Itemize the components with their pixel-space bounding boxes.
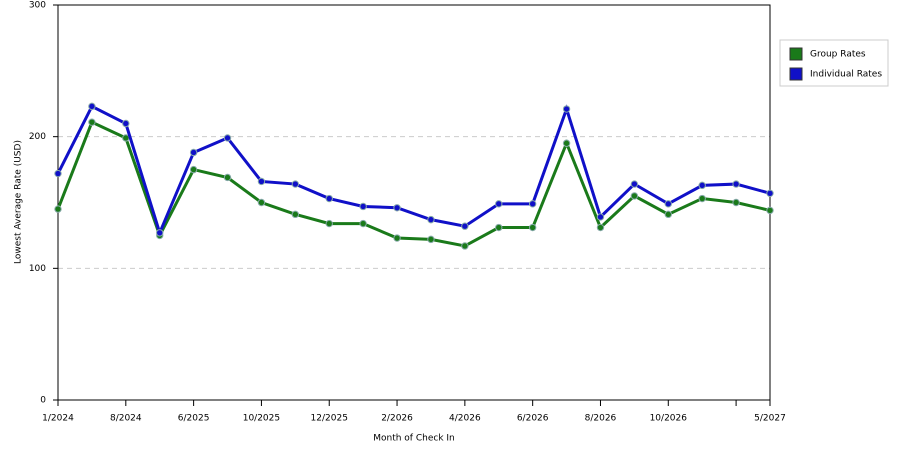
x-tick-label: 4/2026: [449, 414, 481, 424]
data-point: [562, 139, 571, 147]
data-point: [461, 222, 469, 230]
x-tick-label: 1/2024: [42, 414, 74, 424]
legend-swatch: [789, 47, 803, 61]
x-tick-label: 6/2026: [517, 414, 549, 424]
data-point: [698, 181, 706, 190]
data-point: [630, 192, 639, 200]
x-tick-label: 5/2027: [754, 414, 786, 424]
data-point: [257, 177, 266, 186]
data-point: [291, 210, 300, 219]
data-point: [189, 148, 198, 157]
data-point: [664, 210, 672, 219]
data-point: [698, 194, 706, 203]
data-point: [257, 198, 266, 207]
data-point: [393, 234, 401, 242]
data-point: [223, 173, 232, 182]
y-tick-label: 300: [29, 1, 46, 11]
data-point: [562, 105, 571, 113]
data-point: [427, 215, 435, 224]
data-point: [325, 219, 333, 228]
x-tick-label: 2/2026: [381, 414, 413, 424]
data-point: [88, 118, 96, 126]
series-line: [56, 120, 771, 248]
data-point: [596, 213, 605, 221]
data-point: [427, 235, 435, 244]
data-point: [393, 204, 401, 212]
x-tick-label: 10/2026: [650, 414, 688, 424]
data-point: [122, 119, 130, 128]
legend-label: Individual Rates: [810, 70, 882, 80]
y-tick-label: 200: [29, 132, 46, 142]
y-axis-label: Lowest Average Rate (USD): [14, 140, 24, 264]
data-point: [461, 242, 469, 250]
data-point: [732, 198, 740, 207]
data-point: [596, 223, 605, 232]
data-point: [54, 205, 62, 213]
y-tick-label: 0: [40, 396, 46, 406]
y-tick-label: 100: [29, 264, 46, 274]
data-point: [766, 206, 774, 215]
series-line: [56, 104, 771, 238]
data-point: [359, 219, 367, 228]
data-point: [223, 134, 232, 142]
data-point: [732, 180, 740, 188]
plot-area: [57, 4, 771, 401]
data-point: [664, 200, 672, 208]
data-point: [189, 165, 198, 174]
x-tick-label: 6/2025: [178, 414, 210, 424]
data-point: [766, 189, 774, 197]
data-point: [528, 200, 537, 208]
data-point: [291, 180, 300, 188]
data-point: [630, 180, 639, 188]
data-point: [325, 194, 333, 203]
data-point: [54, 169, 62, 178]
x-tick-label: 8/2024: [110, 414, 142, 424]
x-axis-label: Month of Check In: [373, 434, 455, 444]
data-point: [495, 223, 503, 232]
legend-label: Group Rates: [810, 50, 866, 60]
x-tick-label: 10/2025: [243, 414, 280, 424]
data-point: [528, 223, 537, 232]
x-tick-label: 12/2025: [311, 414, 348, 424]
data-point: [88, 102, 96, 111]
legend-swatch: [789, 67, 803, 81]
data-point: [495, 200, 503, 208]
data-point: [359, 202, 367, 211]
x-tick-label: 8/2026: [585, 414, 617, 424]
data-point: [156, 229, 164, 237]
